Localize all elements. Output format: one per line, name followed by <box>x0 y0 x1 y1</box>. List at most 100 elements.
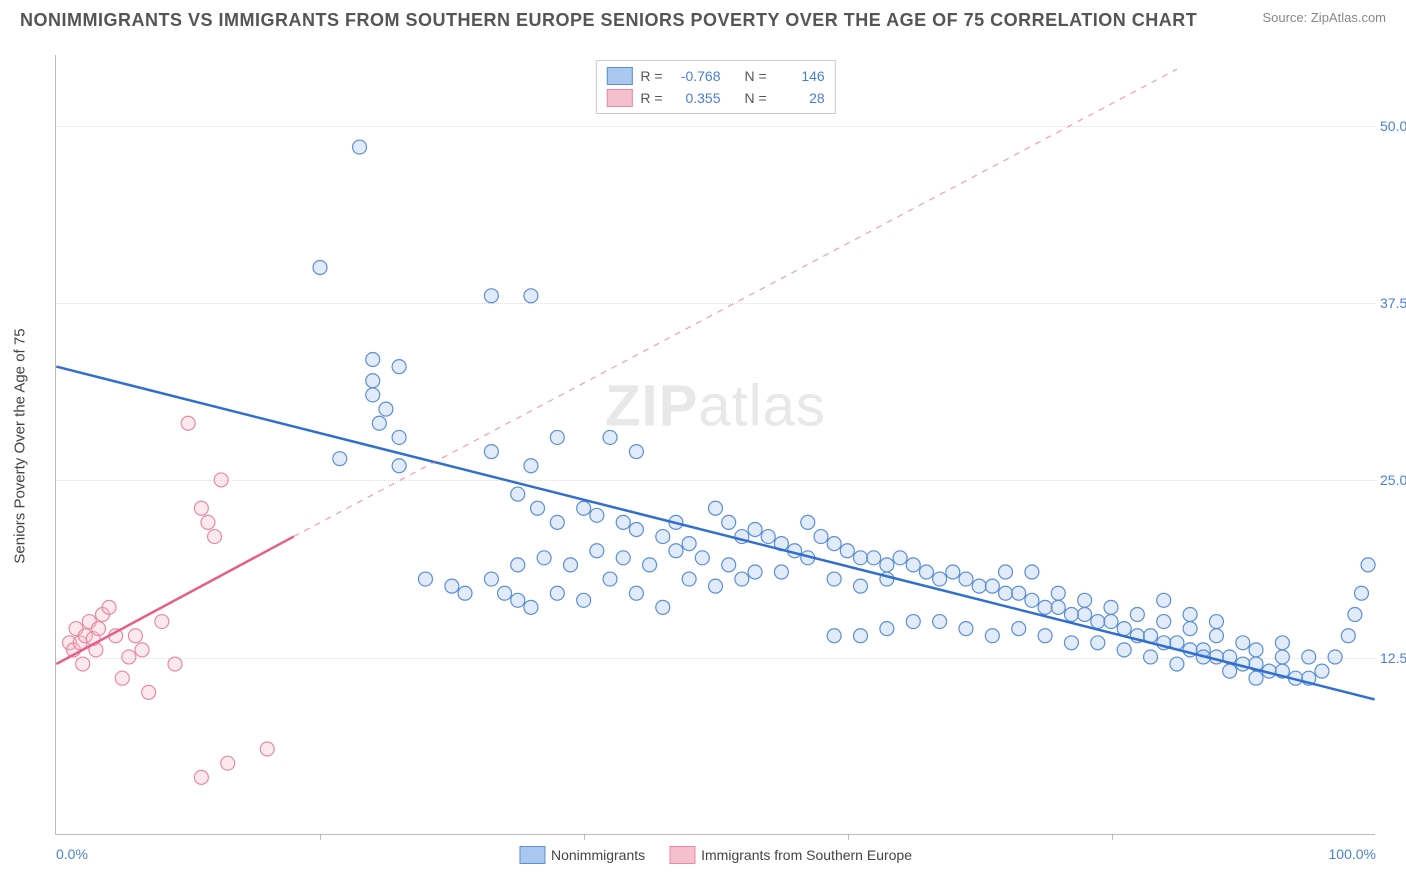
data-point-nonimmigrants <box>1078 593 1092 607</box>
data-point-nonimmigrants <box>709 501 723 515</box>
data-point-nonimmigrants <box>959 622 973 636</box>
legend-r-label-2: R = <box>640 90 662 106</box>
data-point-nonimmigrants <box>1051 600 1065 614</box>
data-point-nonimmigrants <box>946 565 960 579</box>
x-tick <box>1112 834 1113 840</box>
data-point-nonimmigrants <box>840 544 854 558</box>
data-point-nonimmigrants <box>880 558 894 572</box>
chart-title: NONIMMIGRANTS VS IMMIGRANTS FROM SOUTHER… <box>20 10 1197 31</box>
data-point-nonimmigrants <box>827 572 841 586</box>
data-point-nonimmigrants <box>1354 586 1368 600</box>
chart-source: Source: ZipAtlas.com <box>1262 10 1386 25</box>
data-point-nonimmigrants <box>1315 664 1329 678</box>
data-point-nonimmigrants <box>880 622 894 636</box>
data-point-nonimmigrants <box>603 430 617 444</box>
chart-svg <box>56 55 1375 834</box>
data-point-nonimmigrants <box>709 579 723 593</box>
data-point-immigrants_southern_europe <box>194 501 208 515</box>
data-point-nonimmigrants <box>366 353 380 367</box>
y-tick-label: 37.5% <box>1380 295 1406 311</box>
data-point-nonimmigrants <box>1038 600 1052 614</box>
data-point-nonimmigrants <box>1302 650 1316 664</box>
legend-swatch-immigrants-bottom <box>669 846 695 864</box>
data-point-nonimmigrants <box>682 537 696 551</box>
data-point-nonimmigrants <box>774 565 788 579</box>
data-point-nonimmigrants <box>1328 650 1342 664</box>
data-point-nonimmigrants <box>616 551 630 565</box>
data-point-immigrants_southern_europe <box>122 650 136 664</box>
data-point-nonimmigrants <box>1104 615 1118 629</box>
legend-swatch-nonimmigrants <box>606 67 632 85</box>
data-point-nonimmigrants <box>1209 629 1223 643</box>
data-point-nonimmigrants <box>392 360 406 374</box>
data-point-nonimmigrants <box>656 600 670 614</box>
data-point-nonimmigrants <box>1236 636 1250 650</box>
legend-item-immigrants: Immigrants from Southern Europe <box>669 846 912 864</box>
data-point-nonimmigrants <box>511 593 525 607</box>
data-point-nonimmigrants <box>814 530 828 544</box>
data-point-nonimmigrants <box>1361 558 1375 572</box>
data-point-nonimmigrants <box>1025 565 1039 579</box>
chart-plot-area: ZIPatlas R = -0.768 N = 146 R = 0.355 N … <box>55 55 1375 835</box>
data-point-nonimmigrants <box>1209 615 1223 629</box>
data-point-immigrants_southern_europe <box>155 615 169 629</box>
legend-r-value-immigrants: 0.355 <box>671 90 721 106</box>
data-point-immigrants_southern_europe <box>260 742 274 756</box>
data-point-nonimmigrants <box>933 615 947 629</box>
data-point-nonimmigrants <box>906 558 920 572</box>
data-point-nonimmigrants <box>669 544 683 558</box>
data-point-nonimmigrants <box>1117 622 1131 636</box>
data-point-nonimmigrants <box>629 522 643 536</box>
data-point-nonimmigrants <box>484 289 498 303</box>
legend-n-value-nonimmigrants: 146 <box>775 68 825 84</box>
data-point-nonimmigrants <box>801 515 815 529</box>
data-point-nonimmigrants <box>827 537 841 551</box>
data-point-immigrants_southern_europe <box>201 515 215 529</box>
data-point-nonimmigrants <box>735 572 749 586</box>
data-point-nonimmigrants <box>550 586 564 600</box>
data-point-nonimmigrants <box>418 572 432 586</box>
data-point-immigrants_southern_europe <box>194 770 208 784</box>
data-point-nonimmigrants <box>1341 629 1355 643</box>
data-point-nonimmigrants <box>1051 586 1065 600</box>
data-point-nonimmigrants <box>1091 615 1105 629</box>
data-point-nonimmigrants <box>1064 607 1078 621</box>
data-point-nonimmigrants <box>1157 593 1171 607</box>
data-point-nonimmigrants <box>537 551 551 565</box>
data-point-nonimmigrants <box>1038 629 1052 643</box>
x-tick <box>848 834 849 840</box>
data-point-nonimmigrants <box>603 572 617 586</box>
data-point-immigrants_southern_europe <box>115 671 129 685</box>
data-point-nonimmigrants <box>972 579 986 593</box>
data-point-immigrants_southern_europe <box>208 530 222 544</box>
x-tick <box>584 834 585 840</box>
data-point-immigrants_southern_europe <box>76 657 90 671</box>
data-point-nonimmigrants <box>550 515 564 529</box>
data-point-nonimmigrants <box>333 452 347 466</box>
data-point-nonimmigrants <box>577 501 591 515</box>
legend-n-value-immigrants: 28 <box>775 90 825 106</box>
data-point-immigrants_southern_europe <box>214 473 228 487</box>
data-point-nonimmigrants <box>1275 636 1289 650</box>
data-point-nonimmigrants <box>1183 607 1197 621</box>
data-point-nonimmigrants <box>531 501 545 515</box>
legend-stats-row-immigrants: R = 0.355 N = 28 <box>606 87 824 109</box>
y-tick-label: 25.0% <box>1380 472 1406 488</box>
data-point-nonimmigrants <box>1157 615 1171 629</box>
data-point-nonimmigrants <box>1223 664 1237 678</box>
data-point-nonimmigrants <box>999 586 1013 600</box>
data-point-immigrants_southern_europe <box>181 416 195 430</box>
data-point-nonimmigrants <box>1130 607 1144 621</box>
data-point-nonimmigrants <box>1012 586 1026 600</box>
data-point-nonimmigrants <box>484 445 498 459</box>
data-point-nonimmigrants <box>1348 607 1362 621</box>
x-tick-label: 0.0% <box>56 846 88 862</box>
legend-stats-box: R = -0.768 N = 146 R = 0.355 N = 28 <box>595 60 835 114</box>
data-point-nonimmigrants <box>590 508 604 522</box>
data-point-nonimmigrants <box>999 565 1013 579</box>
data-point-nonimmigrants <box>748 522 762 536</box>
data-point-nonimmigrants <box>392 430 406 444</box>
data-point-immigrants_southern_europe <box>142 685 156 699</box>
data-point-nonimmigrants <box>524 600 538 614</box>
legend-n-label-2: N = <box>745 90 767 106</box>
